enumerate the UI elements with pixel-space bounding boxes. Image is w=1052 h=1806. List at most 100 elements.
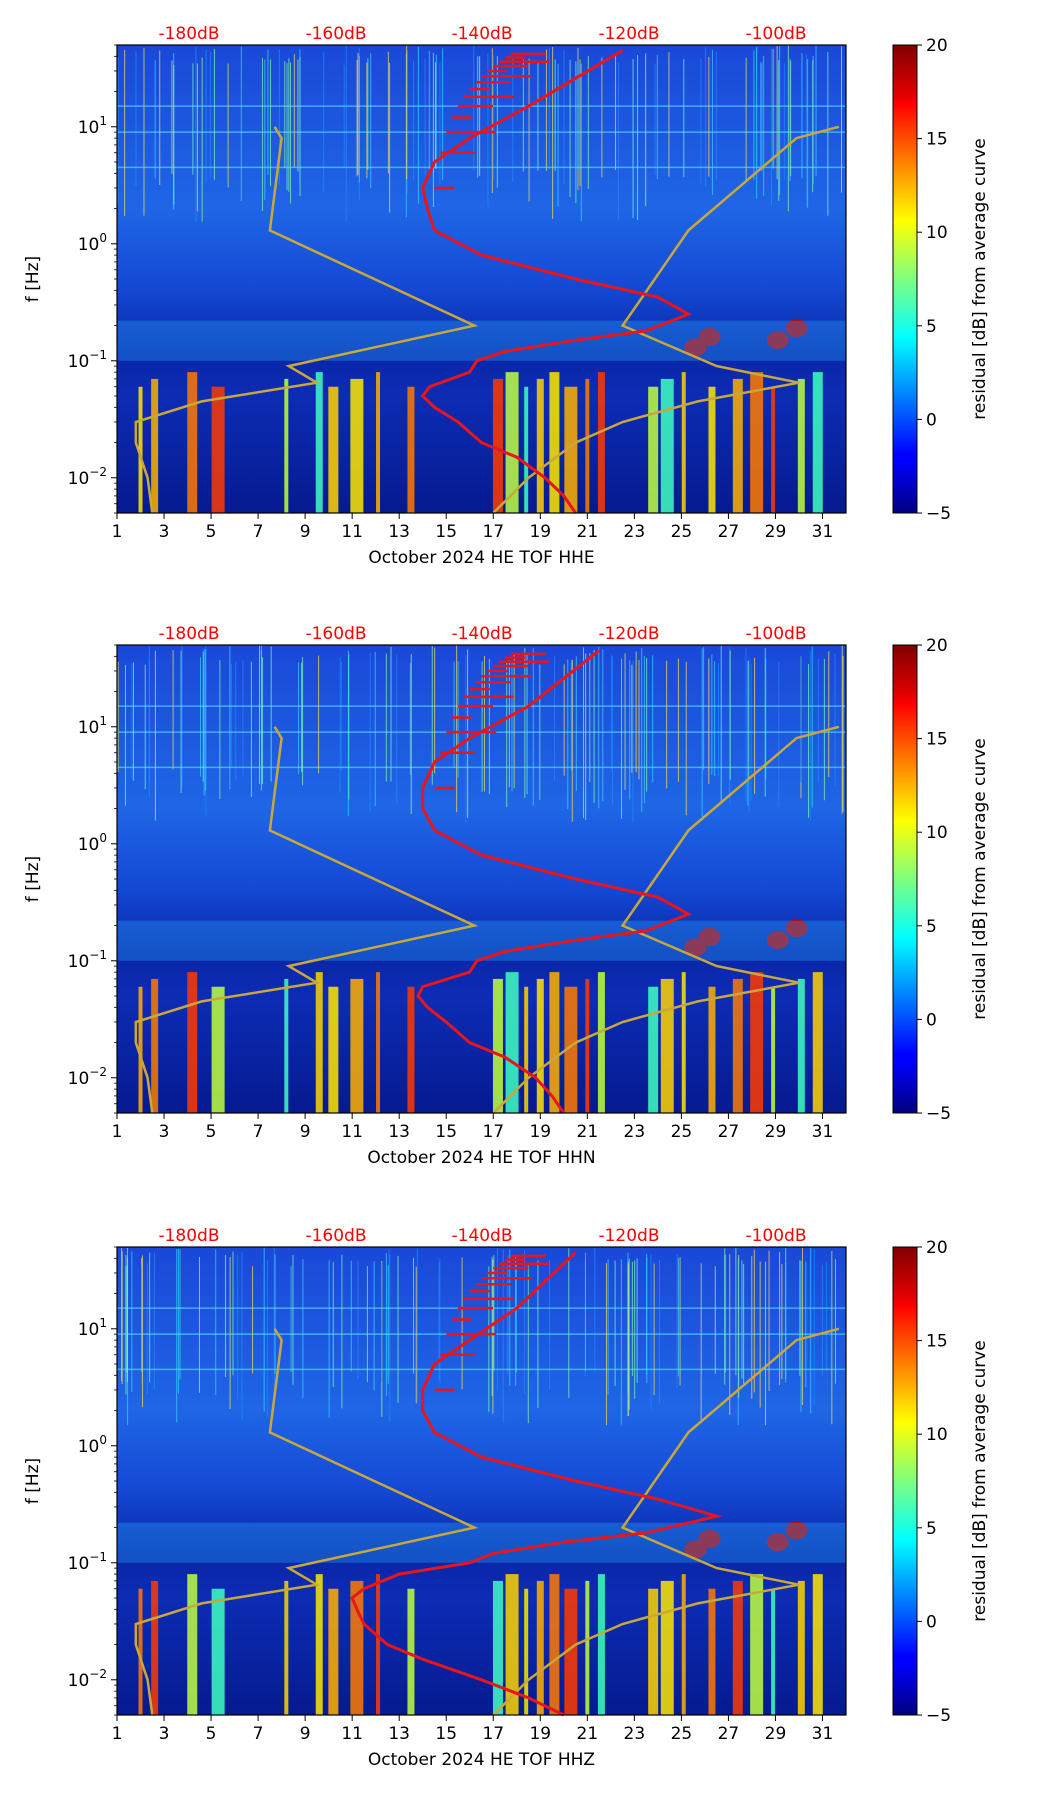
nlnm-curve xyxy=(134,1328,479,1716)
heatmap-streak xyxy=(492,1580,503,1715)
psd-curve xyxy=(416,649,692,1114)
y-tick-label: 10−2 xyxy=(68,465,107,489)
y-tick-label: 10−2 xyxy=(68,1667,107,1691)
y-tick-label: 10−1 xyxy=(68,1550,107,1574)
heatmap-streak xyxy=(549,972,560,1113)
colorbar-tick-label: 15 xyxy=(926,1332,948,1352)
y-tick-label: 101 xyxy=(78,1316,107,1340)
db-tick-label: -120dB xyxy=(598,24,659,44)
heatmap-hotspot xyxy=(766,1533,789,1552)
heatmap-streak xyxy=(750,1574,764,1715)
colorbar-tick-label: −5 xyxy=(926,504,951,524)
heatmap-streak xyxy=(771,1588,776,1715)
heatmap-streak xyxy=(407,986,415,1113)
heatmap-streak xyxy=(536,978,544,1113)
heatmap-streak xyxy=(708,1588,716,1715)
colorbar-label: residual [dB] from average curve xyxy=(970,1340,990,1621)
x-axis-label: October 2024 HE TOF HHZ xyxy=(368,1750,595,1770)
heatmap-band xyxy=(117,1522,846,1563)
heatmap-streak xyxy=(315,1574,323,1715)
heatmap-streak xyxy=(492,378,503,513)
db-tick-label: -140dB xyxy=(451,1226,512,1246)
heatmap-streak xyxy=(328,1588,339,1715)
colorbar-tick-label: 20 xyxy=(926,1238,948,1258)
colorbar-tick-label: 20 xyxy=(926,636,948,656)
x-tick-label: 19 xyxy=(529,522,551,542)
heatmap-streak xyxy=(708,386,716,513)
x-tick-label: 13 xyxy=(388,1724,410,1744)
heatmap-streak xyxy=(597,1574,605,1715)
x-tick-label: 5 xyxy=(206,1724,217,1744)
x-tick-label: 9 xyxy=(300,1122,311,1142)
nhnm-curve xyxy=(492,125,840,514)
psd-curve xyxy=(420,49,692,514)
heatmap-streak xyxy=(407,1588,415,1715)
heatmap-streak xyxy=(564,386,578,513)
heatmap-streak xyxy=(648,986,659,1113)
heatmap-streak xyxy=(505,972,519,1113)
y-tick-label: 10−1 xyxy=(68,348,107,372)
heatmap-streak xyxy=(211,986,225,1113)
x-tick-label: 17 xyxy=(482,522,504,542)
colorbar-tick-label: 0 xyxy=(926,1612,937,1632)
heatmap-streak xyxy=(315,372,323,513)
heatmap-streak xyxy=(505,1574,519,1715)
x-tick-label: 15 xyxy=(435,522,457,542)
heatmap-streak xyxy=(648,1588,659,1715)
heatmap-streak xyxy=(681,372,686,513)
x-tick-label: 3 xyxy=(159,1724,170,1744)
x-tick-label: 3 xyxy=(159,1122,170,1142)
heatmap-streak xyxy=(407,386,415,513)
x-tick-label: 7 xyxy=(253,522,264,542)
colorbar-tick-label: 0 xyxy=(926,410,937,430)
colorbar-tick-label: 5 xyxy=(926,1519,937,1539)
y-tick-label: 10−1 xyxy=(68,948,107,972)
heatmap-streak xyxy=(284,1580,289,1715)
x-tick-label: 19 xyxy=(529,1122,551,1142)
heatmap-streak xyxy=(732,1580,743,1715)
heatmap-streak xyxy=(524,986,529,1113)
heatmap-streak xyxy=(660,978,674,1113)
x-tick-label: 11 xyxy=(341,522,363,542)
db-tick-label: -160dB xyxy=(305,624,366,644)
y-tick-label: 100 xyxy=(78,831,107,855)
heatmap-streak xyxy=(138,386,143,513)
nhnm-curve xyxy=(492,725,840,1114)
nlnm-curve xyxy=(134,126,479,514)
heatmap-streak xyxy=(771,386,776,513)
colorbar-tick-label: 15 xyxy=(926,730,948,750)
heatmap-streak xyxy=(376,372,381,513)
heatmap-background xyxy=(117,645,846,1113)
x-tick-label: 29 xyxy=(765,1122,787,1142)
x-tick-label: 31 xyxy=(812,522,834,542)
heatmap-streak xyxy=(732,378,743,513)
y-tick-label: 100 xyxy=(78,1433,107,1457)
x-tick-label: 27 xyxy=(718,522,740,542)
heatmap-hotspot xyxy=(684,938,707,957)
colorbar-tick-label: 5 xyxy=(926,917,937,937)
x-tick-label: 21 xyxy=(577,1122,599,1142)
x-tick-label: 1 xyxy=(112,1122,123,1142)
y-axis-label: f [Hz] xyxy=(23,856,43,902)
x-tick-label: 7 xyxy=(253,1122,264,1142)
x-tick-label: 17 xyxy=(482,1724,504,1744)
x-tick-label: 23 xyxy=(624,1724,646,1744)
heatmap-streak xyxy=(505,372,519,513)
heatmap-streak xyxy=(187,372,198,513)
heatmap-streak xyxy=(660,1580,674,1715)
heatmap-hotspot xyxy=(766,931,789,950)
heatmap-streak xyxy=(284,978,289,1113)
heatmap-streak xyxy=(797,378,805,513)
db-tick-label: -180dB xyxy=(158,624,219,644)
colorbar-tick-label: 0 xyxy=(926,1010,937,1030)
heatmap-streak xyxy=(350,978,364,1113)
x-tick-label: 1 xyxy=(112,1724,123,1744)
heatmap-streak xyxy=(549,1574,560,1715)
psd-curve xyxy=(350,1251,723,1717)
db-tick-label: -140dB xyxy=(451,24,512,44)
colorbar-tick-label: −5 xyxy=(926,1706,951,1726)
heatmap-streak xyxy=(536,378,544,513)
heatmap-streak xyxy=(187,972,198,1113)
x-tick-label: 15 xyxy=(435,1724,457,1744)
